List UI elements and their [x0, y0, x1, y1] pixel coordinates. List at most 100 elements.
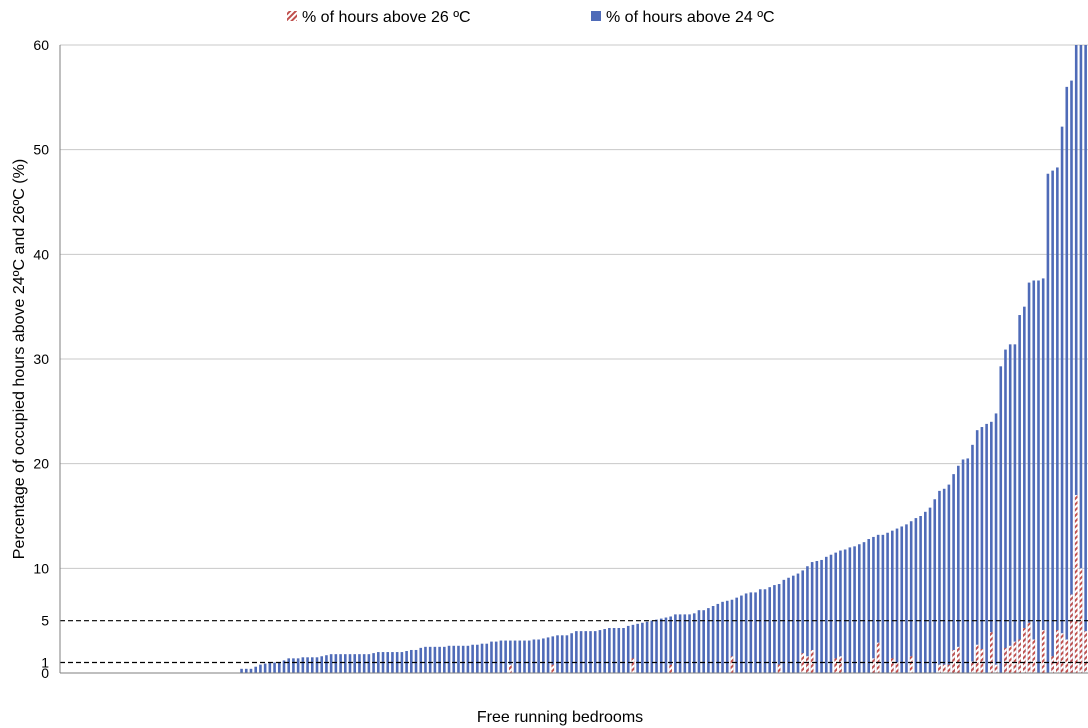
bar-24c [532, 639, 536, 673]
bar-26c [777, 664, 781, 673]
bar-24c [730, 599, 734, 673]
bar-24c [438, 646, 441, 673]
bar-24c [310, 657, 314, 673]
bar-26c [1041, 630, 1045, 673]
bar-24c [584, 631, 588, 673]
bar-24c [758, 589, 762, 673]
bars [240, 45, 1087, 674]
bar-24c [796, 573, 800, 673]
bar-24c [985, 423, 988, 673]
bar-24c [980, 427, 984, 673]
bar-26c [730, 656, 734, 673]
bar-24c [909, 521, 913, 673]
bar-24c [990, 421, 993, 673]
bar-26c [551, 664, 555, 673]
bar-24c [282, 660, 286, 673]
bar-24c [518, 640, 522, 673]
bar-26c [806, 656, 809, 673]
bar-24c [971, 444, 974, 673]
bar-24c [791, 575, 795, 673]
bar-24c [631, 624, 635, 673]
bar-26c [1065, 639, 1069, 673]
bar-26c [1084, 631, 1087, 673]
bar-24c [933, 499, 937, 673]
bar-26c [1004, 647, 1007, 673]
bar-26c [872, 658, 875, 673]
bar-24c [560, 635, 564, 673]
bar-24c [655, 619, 658, 673]
bar-24c [334, 654, 338, 673]
bar-24c [834, 552, 838, 673]
bar-24c [268, 662, 272, 673]
bar-24c [329, 654, 333, 673]
bar-24c [1060, 126, 1064, 673]
bar-24c [589, 631, 592, 673]
bar-24c [942, 488, 946, 673]
bar-24c [287, 658, 291, 673]
bar-24c [537, 639, 540, 673]
bar-26c [1013, 641, 1017, 673]
bar-24c [386, 652, 390, 673]
bar-24c [735, 597, 738, 673]
bar-24c [820, 559, 823, 673]
bar-24c [414, 649, 418, 673]
bar-24c [773, 585, 776, 673]
bar-26c [891, 658, 894, 673]
bar-26c [1027, 622, 1031, 673]
bar-24c [513, 640, 517, 673]
bar-24c [749, 592, 753, 673]
bar-24c [622, 627, 625, 673]
bar-24c [598, 630, 602, 673]
bar-24c [994, 413, 998, 673]
bar-24c [924, 511, 927, 673]
bar-24c [277, 662, 281, 673]
bar-26c [1074, 495, 1078, 673]
bar-24c [725, 600, 729, 673]
bar-24c [452, 645, 456, 673]
bar-24c [999, 366, 1003, 673]
bar-24c [490, 641, 493, 673]
bar-24c [546, 637, 550, 673]
bar-24c [565, 635, 569, 673]
bar-26c [810, 649, 814, 673]
bar-24c [575, 631, 578, 673]
legend-swatch-26c [287, 11, 297, 21]
bar-24c [754, 592, 757, 673]
bar-24c [952, 474, 955, 673]
y-tick-label: 5 [41, 613, 49, 629]
bar-26c [631, 658, 635, 673]
bar-24c [919, 516, 922, 673]
bar-24c [938, 490, 941, 673]
bar-24c [862, 542, 866, 673]
bar-26c [947, 664, 951, 673]
bar-24c [839, 550, 842, 673]
bar-24c [1079, 45, 1083, 673]
bar-24c [947, 484, 951, 673]
bar-24c [499, 640, 503, 673]
bar-24c [612, 627, 616, 673]
bar-24c [810, 562, 814, 673]
bar-24c [872, 536, 875, 673]
y-axis-title: Percentage of occupied hours above 24ºC … [11, 159, 28, 559]
bar-24c [843, 549, 847, 673]
bar-24c [881, 534, 885, 673]
bar-24c [244, 668, 248, 673]
bar-24c [777, 584, 781, 673]
bar-26c [909, 656, 913, 673]
bar-24c [1084, 45, 1087, 673]
bar-26c [994, 664, 998, 673]
y-tick-label: 0 [41, 665, 49, 681]
bar-26c [509, 664, 512, 673]
bar-24c [928, 507, 932, 673]
legend: % of hours above 26 ºC % of hours above … [287, 9, 775, 26]
bar-26c [895, 662, 899, 673]
bar-24c [240, 668, 243, 673]
bar-24c [626, 625, 630, 673]
bar-24c [419, 647, 423, 673]
bar-24c [740, 595, 743, 673]
bar-24c [867, 539, 871, 673]
bar-24c [853, 546, 856, 673]
bar-24c [891, 530, 894, 673]
bar-24c [1046, 173, 1050, 674]
bar-24c [1037, 280, 1040, 673]
